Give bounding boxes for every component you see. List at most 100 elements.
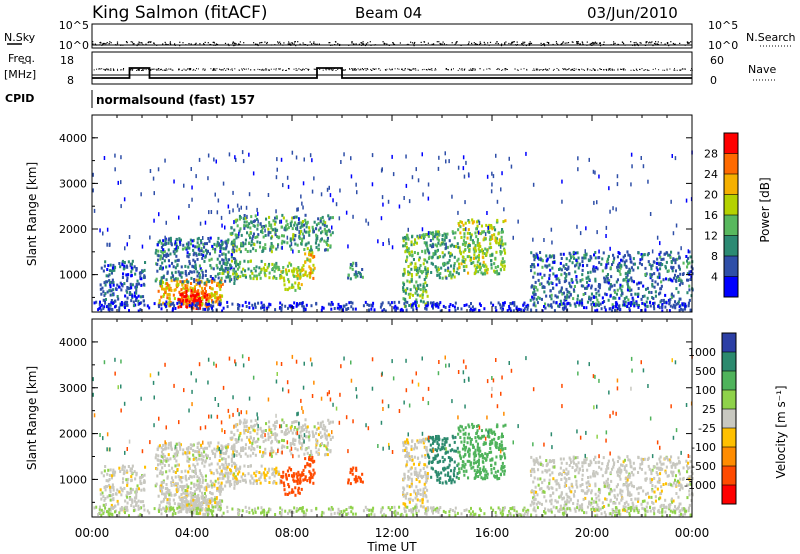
- power-cell: [200, 302, 203, 306]
- power-colorbar-label: Power [dB]: [758, 177, 772, 242]
- noise-point: [501, 43, 503, 45]
- power-cell: [313, 266, 316, 270]
- power-cell: [312, 230, 315, 234]
- power-cell: [510, 164, 513, 169]
- power-cell: [429, 301, 432, 305]
- power-cell: [655, 266, 658, 270]
- power-cell: [636, 292, 639, 296]
- power-cell: [504, 242, 507, 246]
- power-cell: [451, 243, 454, 247]
- nave-point: [352, 68, 354, 70]
- nave-point: [168, 68, 170, 70]
- power-cell: [612, 253, 615, 257]
- power-cell: [184, 264, 187, 268]
- power-cell: [660, 258, 663, 261]
- power-cell: [149, 169, 152, 173]
- power-cell: [647, 179, 649, 184]
- power-cell: [501, 309, 504, 312]
- power-cell: [371, 153, 374, 158]
- power-cell: [370, 303, 373, 307]
- power-cell: [168, 286, 171, 290]
- velocity-cell: [174, 475, 177, 479]
- power-cell: [241, 304, 244, 308]
- power-cell: [323, 227, 326, 231]
- power-cell: [188, 246, 191, 250]
- nave-point: [295, 68, 297, 70]
- power-cell: [221, 294, 224, 298]
- velocity-cell: [203, 450, 206, 454]
- power-cell: [426, 260, 429, 264]
- power-cell: [243, 226, 246, 230]
- noise-point: [504, 42, 506, 44]
- power-cell: [530, 251, 533, 255]
- power-cell: [435, 304, 438, 308]
- nave-point: [415, 69, 417, 71]
- power-cell: [288, 261, 291, 265]
- noise-point: [384, 43, 386, 45]
- power-cell: [216, 266, 219, 270]
- nave-point: [245, 68, 247, 70]
- velocity-cell: [197, 476, 200, 480]
- noise-point: [237, 44, 239, 46]
- velocity-cell: [175, 452, 178, 456]
- power-cell: [431, 255, 434, 259]
- nave-point: [587, 68, 589, 70]
- nave-point: [365, 69, 367, 71]
- noise-point: [455, 42, 457, 44]
- power-cell: [190, 167, 192, 171]
- power-cell: [204, 274, 207, 277]
- power-cell: [658, 292, 661, 296]
- power-cell: [478, 242, 481, 246]
- nave-point: [330, 68, 332, 70]
- noise-point: [451, 42, 453, 44]
- power-cell: [373, 308, 376, 312]
- power-cell: [446, 232, 449, 236]
- nave-point: [589, 69, 591, 71]
- power-cell: [640, 281, 643, 285]
- power-cell: [686, 291, 689, 295]
- power-cell: [574, 251, 577, 255]
- velocity-cell: [198, 457, 201, 461]
- nave-point: [221, 69, 223, 71]
- power-cell: [457, 257, 460, 261]
- nave-point: [497, 68, 498, 70]
- power-cell: [222, 181, 225, 186]
- power-cell: [255, 265, 258, 269]
- power-cell: [481, 249, 484, 253]
- power-cell: [380, 216, 383, 221]
- noise-point: [652, 44, 654, 47]
- power-cell: [423, 278, 426, 281]
- power-cell: [617, 265, 620, 269]
- power-cell: [531, 263, 534, 266]
- power-cell: [561, 199, 563, 204]
- power-cell: [406, 255, 409, 259]
- nave-point: [147, 68, 149, 70]
- power-cell: [686, 262, 689, 266]
- power-cell: [111, 293, 114, 297]
- noise-point: [185, 44, 187, 46]
- power-cell: [679, 272, 682, 276]
- nave-point: [189, 69, 191, 71]
- power-cell: [470, 256, 473, 260]
- power-cell: [203, 259, 206, 263]
- power-cell: [669, 304, 672, 308]
- power-cell: [279, 306, 282, 309]
- power-cell: [639, 258, 642, 262]
- power-cell: [270, 250, 273, 254]
- velocity-cell: [176, 482, 179, 486]
- power-cell: [454, 231, 457, 235]
- velocity-cell: [122, 472, 125, 476]
- nave-point: [153, 68, 155, 70]
- power-cell: [670, 292, 673, 296]
- power-cell: [402, 244, 405, 248]
- velocity-cell: [187, 503, 190, 507]
- velocity-cell: [230, 483, 233, 486]
- nave-point: [468, 69, 470, 71]
- power-cell: [311, 251, 314, 255]
- power-cell: [191, 239, 194, 243]
- power-cell: [172, 250, 175, 254]
- power-cell: [686, 272, 689, 276]
- noise-point: [392, 42, 394, 44]
- noise-point: [367, 42, 369, 44]
